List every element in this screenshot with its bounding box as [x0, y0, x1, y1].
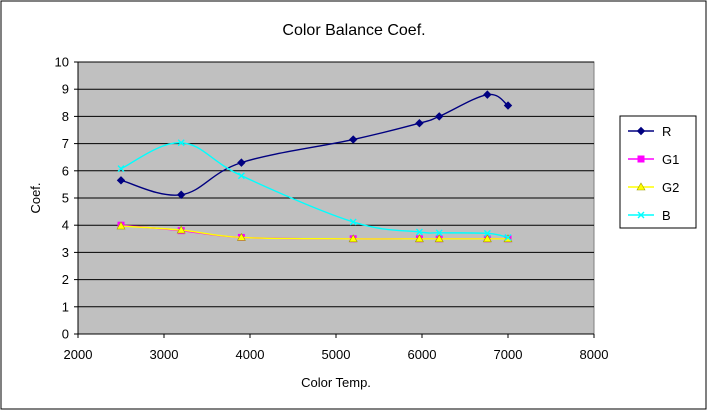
legend-swatch-marker-stroke: [637, 211, 645, 219]
y-tick-label: 10: [55, 55, 69, 70]
y-tick-label: 9: [62, 82, 69, 97]
series-r-point: [434, 112, 444, 121]
legend-items: R G1 G2 B: [628, 124, 679, 223]
series-r-point: [176, 190, 186, 199]
legend-swatch-marker: [637, 155, 645, 163]
series-r-point: [348, 135, 358, 144]
y-axis-label: Coef.: [28, 182, 43, 213]
series-b-point: [504, 233, 512, 241]
x-tick-label: 5000: [322, 347, 351, 362]
gridlines: [78, 61, 594, 335]
legend-box: [619, 115, 697, 229]
y-tick-label: 1: [62, 299, 69, 314]
legend-item-g1: G1: [628, 152, 679, 167]
y-axis-ticks: 0 1 2 3 4 5 6 7 8 9 10: [55, 55, 79, 342]
series-b-point-stroke: [237, 172, 245, 180]
x-axis-ticks: 2000 3000 4000 5000 6000 7000 8000: [64, 333, 609, 362]
x-axis-label: Color Temp.: [301, 375, 371, 390]
y-tick-label: 5: [62, 191, 69, 206]
y-tick-label: 3: [62, 245, 69, 260]
chart-title: Color Balance Coef.: [282, 22, 425, 39]
y-tick-label: 0: [62, 327, 69, 342]
series-g2-point: [348, 234, 358, 243]
series-g2-point: [434, 234, 444, 243]
series-b: [117, 139, 512, 241]
series-g2-point: [414, 234, 424, 243]
series-g2: [116, 221, 513, 243]
legend-item-r: R: [628, 124, 671, 139]
y-tick-label: 4: [62, 218, 69, 233]
legend: R G1 G2 B: [619, 115, 697, 229]
series-b-line: [120, 142, 509, 239]
legend-swatch-marker: [636, 182, 646, 191]
series-r-point: [237, 158, 246, 167]
x-tick-label: 4000: [236, 347, 265, 362]
series-b-point-stroke: [435, 229, 443, 237]
x-tick-label: 7000: [494, 347, 523, 362]
series-g2-point: [176, 225, 186, 234]
x-tick-label: 8000: [580, 347, 609, 362]
legend-item-g2: G2: [628, 180, 679, 195]
series-r-point: [116, 176, 126, 185]
legend-label: R: [662, 124, 671, 139]
x-tick-label: 3000: [150, 347, 179, 362]
y-tick-label: 7: [62, 136, 69, 151]
series-r-point: [415, 118, 424, 128]
series-b-point: [349, 218, 357, 226]
legend-swatch-marker: [637, 211, 645, 219]
series-layer: [116, 90, 513, 243]
legend-item-b: B: [628, 208, 671, 223]
legend-label: G1: [662, 152, 679, 167]
y-tick-label: 6: [62, 163, 69, 178]
series-b-point: [117, 165, 125, 173]
legend-swatch-marker: [636, 126, 646, 136]
series-r: [116, 90, 513, 199]
series-g2-point: [482, 234, 492, 243]
series-b-point-stroke: [177, 139, 185, 147]
series-b-point: [415, 228, 423, 236]
y-tick-label: 2: [62, 272, 69, 287]
series-g2-point: [116, 221, 126, 230]
series-b-point-stroke: [415, 228, 423, 236]
series-b-point-stroke: [117, 165, 125, 173]
series-b-point: [177, 139, 185, 147]
series-r-point: [483, 90, 492, 99]
series-g2-line: [120, 225, 508, 240]
legend-label: B: [662, 208, 671, 223]
series-b-point: [483, 229, 491, 237]
legend-label: G2: [662, 180, 679, 195]
series-b-point: [237, 172, 245, 180]
x-tick-label: 2000: [64, 347, 93, 362]
series-b-point-stroke: [483, 229, 491, 237]
series-r-point: [503, 101, 513, 110]
series-b-point-stroke: [504, 233, 512, 241]
x-tick-label: 6000: [408, 347, 437, 362]
series-b-point: [435, 229, 443, 237]
series-g2-point: [236, 232, 246, 241]
series-b-point-stroke: [349, 218, 357, 226]
series-r-line: [120, 93, 509, 196]
y-tick-label: 8: [62, 109, 69, 124]
